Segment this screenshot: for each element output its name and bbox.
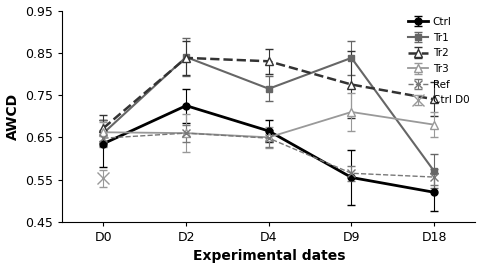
X-axis label: Experimental dates: Experimental dates bbox=[192, 249, 344, 263]
Legend: Ctrl, Tr1, Tr2, Tr3, Ref, Ctrl D0: Ctrl, Tr1, Tr2, Tr3, Ref, Ctrl D0 bbox=[404, 14, 471, 109]
Y-axis label: AWCD: AWCD bbox=[6, 93, 20, 140]
